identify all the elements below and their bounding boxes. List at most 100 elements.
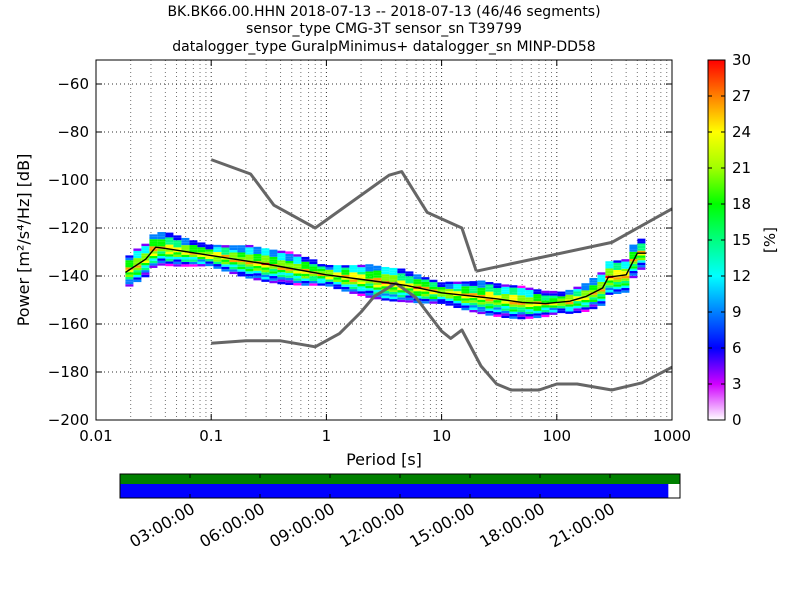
heatmap-cell [157, 244, 166, 247]
heatmap-cell [557, 296, 566, 299]
y-axis: −60 −80 −100 −120 −140 −160 −180 −200 [48, 75, 672, 429]
heatmap-cell [405, 276, 414, 279]
heatmap-cell [237, 254, 246, 258]
heatmap-cell [485, 301, 494, 304]
heatmap-cell [149, 258, 158, 261]
heatmap-cell [477, 311, 486, 315]
heatmap-cell [229, 266, 238, 270]
heatmap-cell [173, 247, 182, 250]
heatmap-cell [389, 277, 398, 280]
heatmap-cell [245, 273, 254, 277]
heatmap-cell [301, 268, 310, 272]
heatmap-cell [581, 307, 590, 310]
heatmap-cell [173, 242, 182, 245]
heatmap-cell [197, 249, 206, 253]
heatmap-cell [597, 279, 606, 282]
heatmap-cell [613, 262, 622, 266]
heatmap-cell [629, 244, 638, 247]
heatmap-cell [541, 312, 550, 315]
heatmap-cell [389, 287, 398, 290]
heatmap-cell [485, 308, 494, 311]
heatmap-cell [285, 263, 294, 266]
heatmap-cell [277, 277, 286, 280]
noise-model-lines [125, 158, 673, 392]
heatmap-cell [445, 286, 454, 289]
heatmap-cell [341, 282, 350, 285]
heatmap-cell [485, 291, 494, 295]
heatmap-cell [325, 281, 334, 285]
heatmap-cell [509, 306, 518, 310]
heatmap-cell [605, 268, 614, 271]
heatmap-cell [525, 299, 534, 303]
heatmap-cell [301, 283, 310, 286]
heatmap-cell [365, 266, 374, 270]
heatmap-cell [629, 275, 638, 279]
heatmap-cell [501, 294, 510, 297]
heatmap-cell [285, 282, 294, 286]
heatmap-cell [357, 279, 366, 282]
heatmap-cell [189, 261, 198, 265]
heatmap-cell [197, 252, 206, 255]
heatmap-cell [589, 301, 598, 305]
heatmap-cell [333, 267, 342, 270]
heatmap-cell [141, 248, 150, 251]
heatmap-cell [589, 282, 598, 286]
heatmap-cell [445, 291, 454, 294]
heatmap-cell [125, 272, 134, 275]
heatmap-cell [565, 304, 574, 307]
heatmap-cell [501, 301, 510, 304]
heatmap-cell [461, 288, 470, 292]
heatmap-cell [189, 242, 198, 246]
heatmap-cell [269, 268, 278, 272]
heatmap-cell [549, 307, 558, 311]
heatmap-cell [581, 309, 590, 313]
heatmap-cell [333, 281, 342, 285]
heatmap-cell [293, 273, 302, 276]
heatmap-cell [509, 309, 518, 312]
colorbar-tick-label: 3 [732, 375, 742, 393]
heatmap-cell [349, 272, 358, 275]
heatmap-cell [245, 249, 254, 253]
heatmap-cell [573, 293, 582, 297]
heatmap-cell [165, 244, 174, 247]
heatmap-cell [173, 261, 182, 265]
heatmap-cell [357, 288, 366, 292]
heatmap-cell [397, 268, 406, 271]
heatmap-cell [541, 305, 550, 308]
heatmap-cell [501, 310, 510, 314]
heatmap-cell [605, 290, 614, 293]
heatmap-cell [605, 282, 614, 286]
heatmap-cell [165, 246, 174, 250]
heatmap-cell [573, 305, 582, 309]
heatmap-cell [141, 260, 150, 263]
heatmap-cell [285, 258, 294, 262]
heatmap-cell [213, 249, 222, 253]
title-line-1: BK.BK66.00.HHN 2018-07-13 -- 2018-07-13 … [167, 4, 600, 20]
heatmap-cell [213, 266, 222, 269]
heatmap-cell [157, 232, 166, 235]
heatmap-cell [229, 247, 238, 251]
heatmap-cell [237, 269, 246, 272]
x-tick-label: 1 [322, 427, 332, 445]
heatmap-cell [477, 294, 486, 298]
heatmap-cell [405, 283, 414, 286]
heatmap-cell [149, 251, 158, 254]
heatmap-cell [429, 294, 438, 297]
heatmap-cell [389, 294, 398, 297]
heatmap-cell [365, 295, 374, 298]
heatmap-cell [429, 298, 438, 302]
heatmap-cell [149, 241, 158, 244]
heatmap-cell [333, 279, 342, 282]
heatmap-cell [141, 250, 150, 254]
heatmap-cell [461, 303, 470, 306]
heatmap-cell [149, 255, 158, 259]
heatmap-cell [485, 310, 494, 314]
heatmap-cell [293, 266, 302, 269]
heatmap-cell [149, 253, 158, 256]
heatmap-cell [149, 263, 158, 266]
heatmap-cell [469, 281, 478, 284]
heatmap-cell [333, 286, 342, 290]
heatmap-cell [597, 293, 606, 297]
heatmap-cell [637, 243, 646, 246]
heatmap-cell [485, 294, 494, 297]
